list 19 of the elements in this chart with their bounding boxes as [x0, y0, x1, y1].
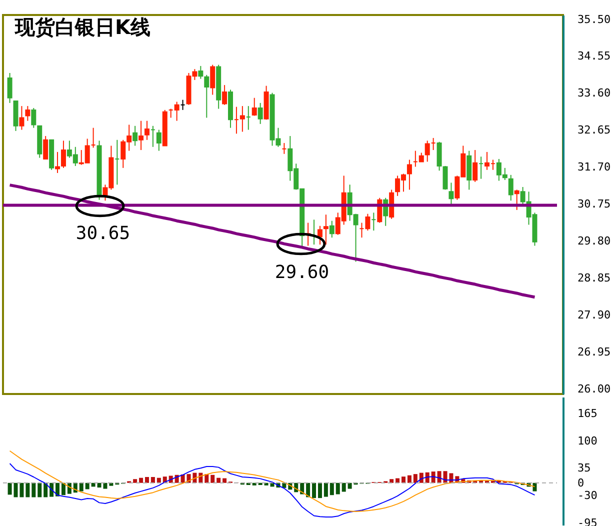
y-tick-label: 35.50: [578, 12, 611, 26]
y-tick-label: 28.85: [578, 272, 611, 285]
y-tick-label: 26.95: [578, 345, 611, 358]
annotation: 30.65: [76, 223, 130, 244]
y-tick-label: 27.90: [578, 308, 611, 322]
chart-title: 现货白银日K线: [14, 15, 150, 39]
annotation: 29.60: [274, 262, 330, 283]
y-tick-label: 30.75: [578, 198, 611, 211]
y-tick-label: 32.65: [578, 124, 611, 137]
y-tick-label: 100: [578, 434, 598, 448]
y-tick-label: 165: [578, 406, 598, 420]
y-tick-label: 34.55: [578, 50, 611, 63]
y-tick-label: 33.60: [578, 86, 611, 100]
y-tick-label: 29.80: [578, 234, 611, 248]
y-tick-label: 0: [578, 476, 584, 490]
y-tick-label: -30: [578, 489, 598, 502]
y-tick-label: 26.00: [578, 382, 611, 396]
y-tick-label: 31.70: [578, 160, 611, 174]
y-tick-label: 35: [578, 462, 591, 475]
